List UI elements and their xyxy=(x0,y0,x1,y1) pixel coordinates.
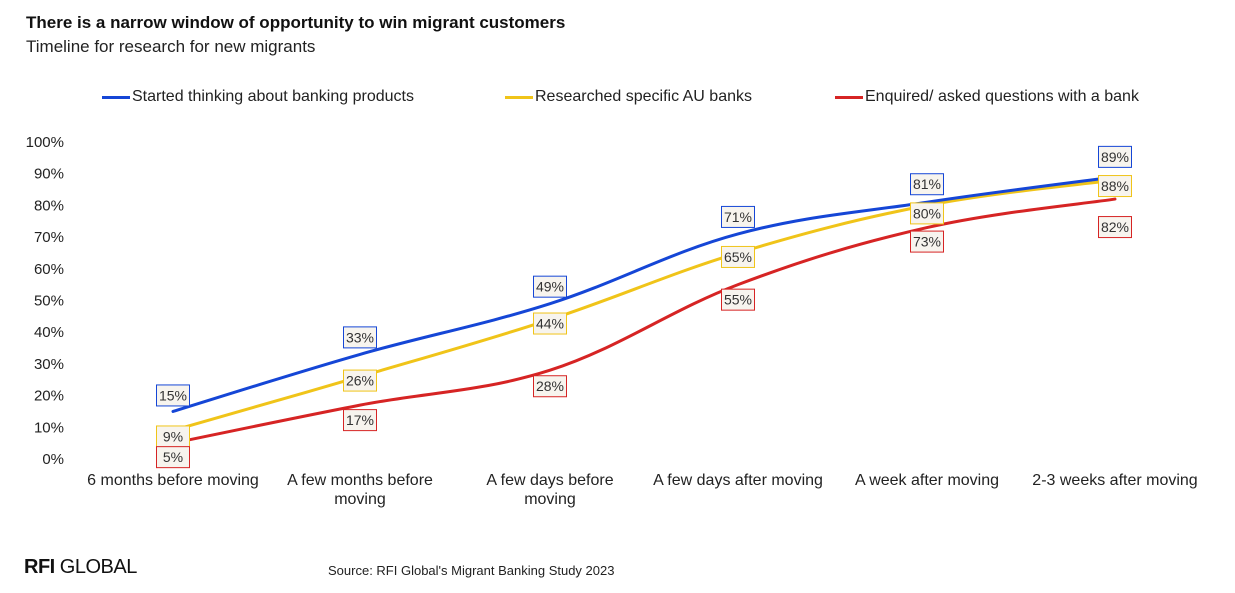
data-label-box xyxy=(910,202,944,225)
data-label-box xyxy=(910,230,944,253)
y-tick-label: 40% xyxy=(34,324,64,341)
legend-label: Researched specific AU banks xyxy=(535,88,752,105)
chart-subtitle: Timeline for research for new migrants xyxy=(26,37,316,56)
y-tick-label: 50% xyxy=(34,293,64,310)
legend-swatch-yellow xyxy=(505,95,533,99)
data-label: 49% xyxy=(536,279,564,295)
y-tick-label: 20% xyxy=(34,388,64,405)
data-label: 80% xyxy=(913,205,941,221)
legend: Started thinking about banking products … xyxy=(0,88,1235,110)
x-category-label: A few days after moving xyxy=(653,472,823,489)
data-label-box xyxy=(343,369,377,392)
data-label-box xyxy=(343,409,377,432)
legend-label: Started thinking about banking products xyxy=(132,88,414,105)
legend-label: Enquired/ asked questions with a bank xyxy=(865,88,1139,105)
data-label: 88% xyxy=(1101,178,1129,194)
y-tick-label: 80% xyxy=(34,197,64,214)
legend-item-researched: Researched specific AU banks xyxy=(505,88,752,106)
x-category-label: A few days before xyxy=(486,472,613,489)
data-label-box xyxy=(1098,145,1132,168)
series-line-1 xyxy=(171,178,1117,432)
legend-item-enquired: Enquired/ asked questions with a bank xyxy=(835,88,1139,106)
data-label-box xyxy=(533,275,567,298)
legend-swatch-red xyxy=(835,95,863,99)
y-tick-label: 60% xyxy=(34,261,64,278)
source-note: Source: RFI Global's Migrant Banking Stu… xyxy=(328,563,615,578)
data-label-box xyxy=(910,173,944,196)
data-label: 71% xyxy=(724,209,752,225)
logo-rest: GLOBAL xyxy=(54,556,138,578)
data-label: 15% xyxy=(159,387,187,403)
x-category-label: A week after moving xyxy=(855,472,999,489)
data-label: 28% xyxy=(536,378,564,394)
legend-item-started-thinking: Started thinking about banking products xyxy=(102,88,414,106)
data-label-box xyxy=(721,288,755,311)
x-category-label: moving xyxy=(334,491,386,508)
data-label-box xyxy=(533,375,567,398)
data-label: 55% xyxy=(724,292,752,308)
y-tick-label: 100% xyxy=(26,134,64,151)
data-label: 82% xyxy=(1101,219,1129,235)
series-line-0 xyxy=(171,175,1117,413)
chart-title: There is a narrow window of opportunity … xyxy=(26,13,566,32)
x-category-label: moving xyxy=(524,491,576,508)
data-label: 33% xyxy=(346,329,374,345)
series-line-2 xyxy=(171,197,1117,445)
data-label: 81% xyxy=(913,176,941,192)
y-tick-label: 70% xyxy=(34,229,64,246)
y-tick-label: 30% xyxy=(34,356,64,373)
y-tick-label: 10% xyxy=(34,419,64,436)
data-label-box xyxy=(533,312,567,335)
x-category-label: A few months before xyxy=(287,472,433,489)
data-label: 89% xyxy=(1101,149,1129,165)
legend-swatch-blue xyxy=(102,95,130,99)
data-label: 44% xyxy=(536,316,564,332)
data-label: 17% xyxy=(346,412,374,428)
data-label: 65% xyxy=(724,249,752,265)
x-category-label: 6 months before moving xyxy=(87,472,259,489)
data-label-box xyxy=(156,446,190,469)
data-label: 9% xyxy=(163,428,183,444)
data-label-box xyxy=(1098,216,1132,239)
data-label-box xyxy=(343,326,377,349)
data-label: 26% xyxy=(346,373,374,389)
logo-bold: RFI xyxy=(24,556,55,578)
y-tick-label: 0% xyxy=(42,451,64,468)
data-label-box xyxy=(156,384,190,407)
x-category-label: 2-3 weeks after moving xyxy=(1032,472,1197,489)
data-label: 73% xyxy=(913,234,941,250)
y-tick-label: 90% xyxy=(34,166,64,183)
rfi-global-logo: RFI GLOBAL xyxy=(24,556,137,579)
data-label-box xyxy=(721,245,755,268)
data-label-box xyxy=(1098,175,1132,198)
data-label-box xyxy=(721,205,755,228)
data-label: 5% xyxy=(163,449,183,465)
